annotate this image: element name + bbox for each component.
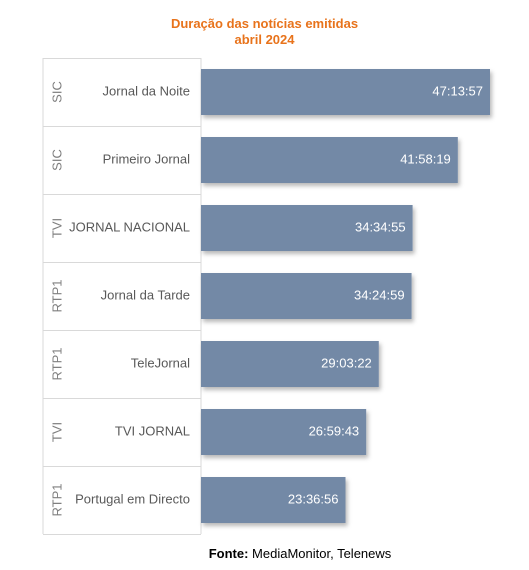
group-label: RTP1 (49, 484, 64, 517)
category-label: Jornal da Tarde (101, 287, 190, 302)
bar-value-label: 41:58:19 (400, 151, 451, 166)
chart-title-line1: Duração das notícias emitidas (170, 16, 359, 31)
category-label: TeleJornal (131, 355, 190, 370)
bar (201, 69, 490, 115)
bar (201, 205, 413, 251)
chart-title: Duração das notícias emitidas abril 2024 (0, 16, 529, 48)
group-label: TVI (49, 218, 64, 238)
source-text: MediaMonitor, Telenews (248, 546, 392, 561)
category-label: JORNAL NACIONAL (69, 219, 190, 234)
bar-value-label: 34:34:55 (355, 219, 406, 234)
chart-title-line2: abril 2024 (234, 32, 295, 47)
group-label: RTP1 (49, 280, 64, 313)
bar-value-label: 34:24:59 (354, 287, 405, 302)
bar (201, 341, 379, 387)
bar (201, 273, 412, 319)
bar-value-label: 47:13:57 (432, 83, 483, 98)
group-label: SIC (49, 81, 64, 103)
bar-chart: SIC Jornal da Noite 47:13:57 SIC Primeiro Jo… (42, 58, 490, 535)
category-label: Primeiro Jornal (103, 151, 191, 166)
category-label: TVI JORNAL (115, 423, 190, 438)
bar (201, 137, 458, 183)
source-label: Fonte: (208, 546, 249, 561)
group-label: RTP1 (49, 348, 64, 381)
bar-value-label: 26:59:43 (309, 423, 360, 438)
bar (201, 409, 367, 455)
category-label: Portugal em Directo (75, 491, 190, 506)
source-note: Fonte: MediaMonitor, Telenews (0, 546, 529, 561)
group-label: TVI (49, 422, 64, 442)
category-label: Jornal da Noite (103, 83, 190, 98)
bar (201, 477, 346, 523)
bar-value-label: 23:36:56 (288, 491, 339, 506)
bar-value-label: 29:03:22 (321, 355, 372, 370)
group-label: SIC (49, 149, 64, 171)
